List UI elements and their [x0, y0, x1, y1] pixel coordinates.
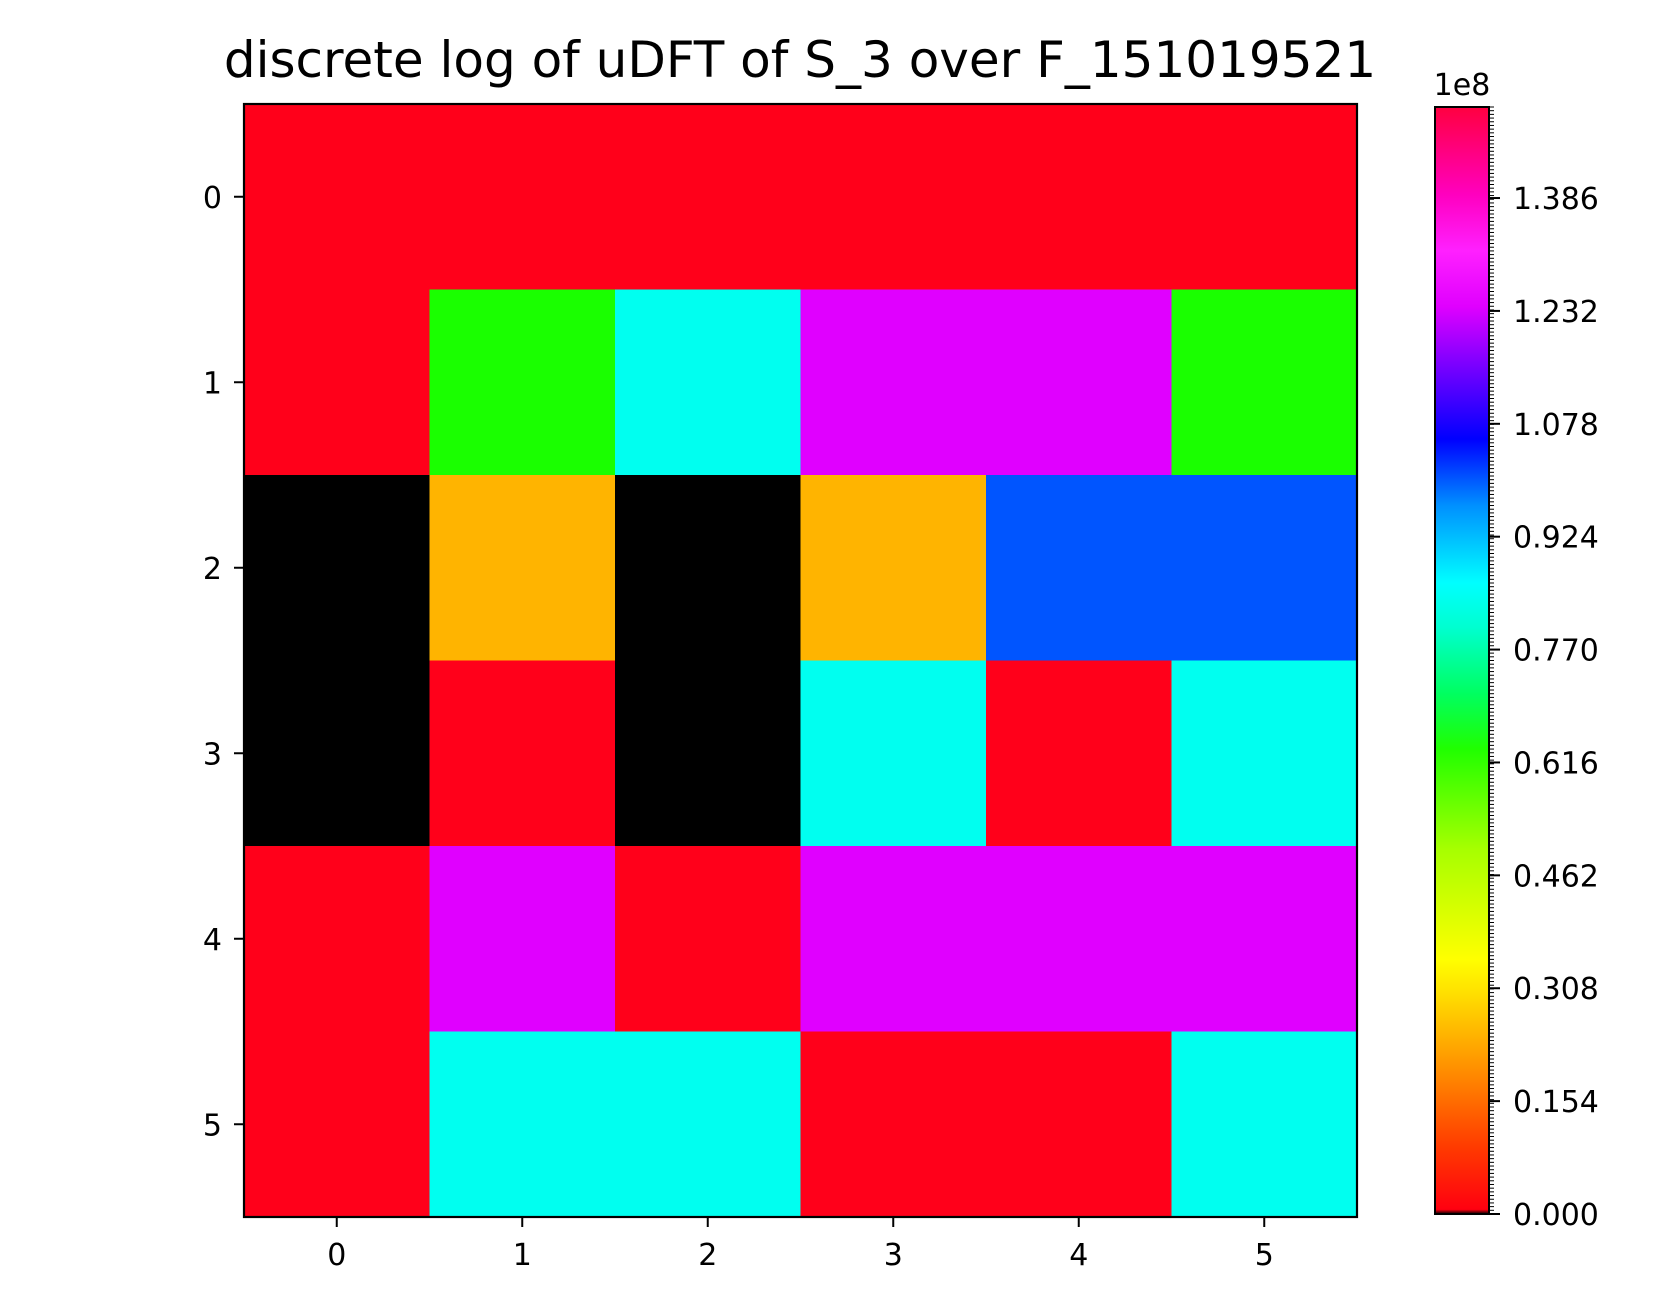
colorbar-tick-label: 0.770	[1513, 634, 1599, 669]
heatmap-cell-r0-c2	[615, 104, 802, 291]
colorbar-exponent-label: 1e8	[1434, 68, 1491, 103]
colorbar-tick-label: 0.462	[1513, 859, 1599, 894]
heatmap-cell-r5-c2	[615, 1031, 802, 1218]
heatmap-cell-r1-c2	[615, 289, 802, 476]
x-tick-label: 4	[1069, 1238, 1088, 1273]
heatmap-cell-r4-c0	[244, 846, 431, 1033]
heatmap-cell-r0-c4	[986, 104, 1173, 291]
y-tick-label: 2	[203, 552, 222, 587]
colorbar-tick-label: 0.308	[1513, 972, 1599, 1007]
heatmap-cell-r1-c3	[800, 289, 987, 476]
y-tick-label: 1	[203, 366, 222, 401]
colorbar-tick-label: 0.616	[1513, 746, 1599, 781]
heatmap-cell-r5-c5	[1171, 1031, 1358, 1218]
colorbar: 0.000 0.154 0.308 0.462 0.616 0.770 0.924 1.078…	[1434, 68, 1599, 1233]
heatmap-cell-r3-c3	[800, 660, 987, 847]
heatmap-cell-r3-c1	[429, 660, 616, 847]
heatmap-cell-r1-c5	[1171, 289, 1358, 476]
heatmap-cells	[244, 104, 1358, 1218]
y-tick-label: 5	[203, 1108, 222, 1143]
heatmap-cell-r0-c1	[429, 104, 616, 291]
x-axis: 0 1 2 3 4 5	[327, 1217, 1274, 1273]
heatmap-cell-r0-c0	[244, 104, 431, 291]
y-axis: 0 1 2 3 4 5	[203, 181, 244, 1143]
heatmap-cell-r2-c3	[800, 475, 987, 662]
heatmap-cell-r2-c1	[429, 475, 616, 662]
colorbar-tick-label: 1.232	[1513, 295, 1599, 330]
heatmap-cell-r0-c5	[1171, 104, 1358, 291]
x-tick-label: 3	[884, 1238, 903, 1273]
heatmap-cell-r5-c4	[986, 1031, 1173, 1218]
heatmap-cell-r5-c3	[800, 1031, 987, 1218]
plot-frame	[242, 102, 1359, 1219]
colorbar-tick-label: 0.000	[1513, 1198, 1599, 1233]
heatmap-cell-r1-c4	[986, 289, 1173, 476]
heatmap-cell-r1-c1	[429, 289, 616, 476]
heatmap-cell-r1-c0	[244, 289, 431, 476]
x-tick-label: 1	[513, 1238, 532, 1273]
heatmap-cell-r4-c5	[1171, 846, 1358, 1033]
heatmap-cell-r3-c4	[986, 660, 1173, 847]
heatmap-cell-r2-c5	[1171, 475, 1358, 662]
colorbar-tick-label: 0.924	[1513, 521, 1599, 556]
colorbar-tick-label: 0.154	[1513, 1085, 1599, 1120]
heatmap-cell-r2-c0	[244, 475, 431, 662]
colorbar-tick-label: 1.078	[1513, 408, 1599, 443]
heatmap-cell-r3-c2	[615, 660, 802, 847]
heatmap-cell-r4-c2	[615, 846, 802, 1033]
heatmap-cell-r0-c3	[800, 104, 987, 291]
y-tick-label: 4	[203, 923, 222, 958]
chart-title: discrete log of uDFT of S_3 over F_15101…	[224, 31, 1376, 89]
heatmap-cell-r5-c0	[244, 1031, 431, 1218]
heatmap-cell-r4-c4	[986, 846, 1173, 1033]
heatmap-cell-r4-c1	[429, 846, 616, 1033]
heatmap-cell-r2-c4	[986, 475, 1173, 662]
heatmap-cell-r4-c3	[800, 846, 987, 1033]
colorbar-tick-label: 1.386	[1513, 182, 1599, 217]
heatmap-cell-r3-c5	[1171, 660, 1358, 847]
y-tick-label: 3	[203, 737, 222, 772]
x-tick-label: 0	[327, 1238, 346, 1273]
x-tick-label: 5	[1255, 1238, 1274, 1273]
heatmap-cell-r3-c0	[244, 660, 431, 847]
heatmap-cell-r5-c1	[429, 1031, 616, 1218]
y-tick-label: 0	[203, 181, 222, 216]
x-tick-label: 2	[698, 1238, 717, 1273]
colorbar-fill	[1435, 107, 1489, 1214]
heatmap-cell-r2-c2	[615, 475, 802, 662]
